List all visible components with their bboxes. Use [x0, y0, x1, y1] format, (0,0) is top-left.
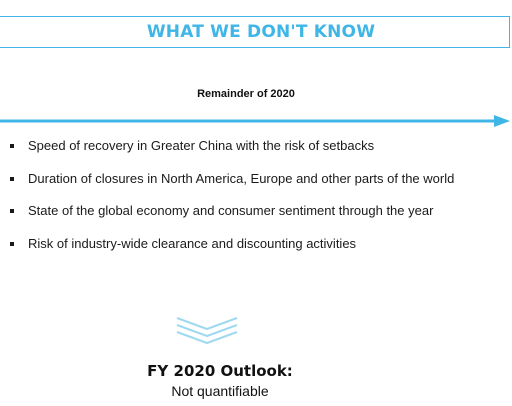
list-item-text: Risk of industry-wide clearance and disc…: [28, 235, 357, 251]
title-frame: [0, 16, 510, 48]
list-item: Speed of recovery in Greater China with …: [8, 137, 454, 170]
list-item: State of the global economy and consumer…: [8, 202, 454, 235]
bullet-icon: [10, 241, 14, 246]
outlook-subtitle: Not quantifiable: [171, 383, 269, 399]
bullet-icon: [10, 144, 14, 148]
unknowns-list: Speed of recovery in Greater China with …: [8, 137, 454, 267]
arrow-right-icon: [0, 115, 510, 127]
list-item-text: Duration of closures in North America, E…: [28, 170, 455, 186]
list-item-text: State of the global economy and consumer…: [28, 203, 434, 218]
chevron-down-icon: [176, 317, 238, 345]
page-title: WHAT WE DON'T KNOW: [146, 22, 376, 42]
list-item: Duration of closures in North America, E…: [8, 170, 454, 203]
outlook-title: FY 2020 Outlook:: [147, 362, 293, 380]
bullet-icon: [10, 209, 14, 213]
list-item: Risk of industry-wide clearance and disc…: [8, 235, 454, 268]
timeline-label: Remainder of 2020: [197, 88, 295, 100]
bullet-icon: [10, 176, 14, 181]
list-item-text: Speed of recovery in Greater China with …: [28, 138, 375, 153]
